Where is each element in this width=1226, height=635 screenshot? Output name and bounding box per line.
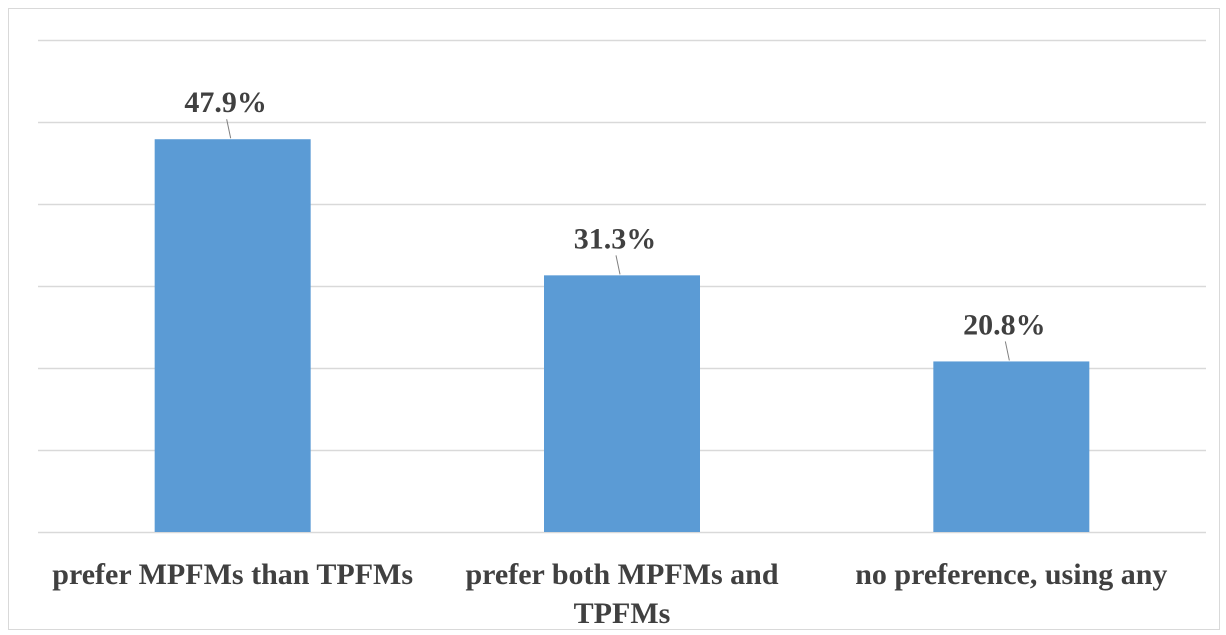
category-label: prefer both MPFMs and TPFMs bbox=[465, 558, 778, 630]
data-label-leader-line bbox=[226, 119, 232, 139]
data-label: 20.8% bbox=[963, 308, 1046, 341]
bars bbox=[154, 139, 1090, 532]
bar bbox=[933, 361, 1090, 532]
bar bbox=[544, 275, 700, 532]
data-labels: 47.9% 31.3% 20.8% bbox=[184, 86, 1046, 361]
category-label-line: no preference, using any bbox=[855, 558, 1167, 591]
data-label: 31.3% bbox=[574, 222, 657, 255]
bar bbox=[154, 139, 311, 532]
category-label-line: TPFMs bbox=[574, 597, 671, 630]
category-label-line: prefer both MPFMs and bbox=[465, 558, 778, 591]
category-label: prefer MPFMs than TPFMs bbox=[52, 558, 413, 591]
category-axis-labels: prefer MPFMs than TPFMs prefer both MPFMs… bbox=[52, 558, 1167, 630]
data-label: 47.9% bbox=[184, 86, 267, 119]
data-label-leader-line bbox=[615, 255, 621, 275]
category-label: no preference, using any bbox=[855, 558, 1167, 591]
data-label-leader-line bbox=[1004, 341, 1010, 361]
category-label-line: prefer MPFMs than TPFMs bbox=[52, 558, 413, 591]
